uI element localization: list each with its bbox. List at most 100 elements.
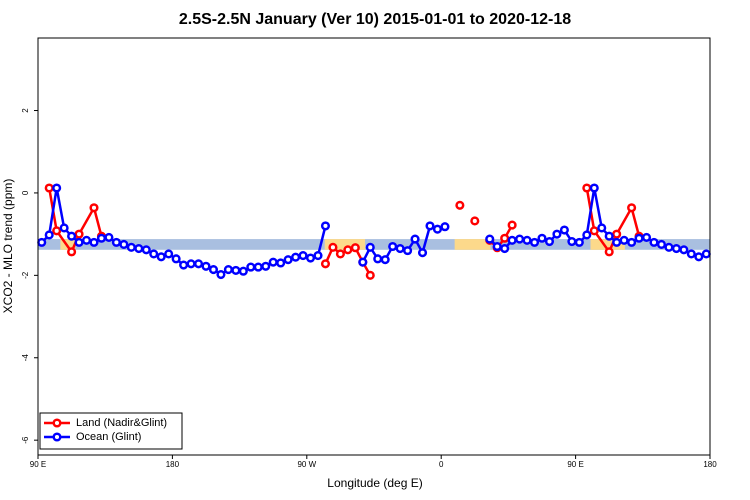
data-point — [507, 220, 517, 230]
data-point — [313, 251, 323, 261]
data-point — [380, 255, 390, 265]
data-point — [492, 241, 502, 252]
data-point — [529, 237, 540, 247]
y-axis-label: XCO2 - MLO trend (ppm) — [1, 179, 15, 314]
data-point — [589, 226, 599, 236]
band-highlight — [324, 239, 366, 250]
data-point — [179, 260, 189, 270]
data-point — [664, 242, 674, 252]
data-point — [395, 244, 405, 254]
data-point — [544, 237, 555, 247]
band-highlight — [60, 239, 76, 250]
data-point — [522, 235, 532, 245]
legend-marker — [52, 432, 62, 442]
data-point — [164, 249, 174, 259]
data-point — [67, 231, 77, 241]
x-tick-label: 90 E — [567, 460, 583, 469]
data-point — [186, 259, 196, 269]
data-point — [223, 265, 233, 275]
data-point — [231, 265, 241, 275]
data-point — [373, 254, 383, 264]
x-tick-label: 0 — [439, 460, 444, 469]
data-point — [261, 261, 271, 271]
data-point — [283, 255, 293, 265]
data-point — [656, 239, 667, 249]
data-point — [67, 247, 77, 257]
data-point — [679, 245, 689, 255]
data-point — [686, 249, 696, 259]
legend-label: Ocean (Glint) — [76, 431, 141, 443]
data-point — [126, 242, 136, 252]
data-point — [201, 261, 211, 271]
data-point — [59, 223, 69, 233]
data-point — [96, 233, 107, 243]
data-point — [627, 237, 637, 247]
data-point — [208, 265, 219, 275]
data-point — [500, 244, 510, 254]
data-point — [597, 223, 607, 233]
band-highlight — [454, 239, 491, 250]
data-point — [432, 224, 443, 234]
data-point — [485, 234, 495, 244]
data-point — [81, 235, 92, 245]
data-point — [238, 266, 248, 276]
data-point — [291, 252, 301, 262]
data-point — [537, 233, 547, 243]
data-point — [440, 222, 450, 232]
data-point — [335, 249, 345, 259]
data-point — [89, 203, 99, 213]
data-point — [44, 183, 54, 193]
chart-title: 2.5S-2.5N January (Ver 10) 2015-01-01 to… — [179, 11, 571, 28]
data-point — [612, 237, 622, 247]
data-point — [701, 249, 711, 259]
data-point — [574, 237, 584, 247]
data-point — [410, 234, 420, 244]
data-point — [246, 262, 256, 272]
plot-frame — [37, 37, 711, 456]
data-point — [589, 183, 599, 193]
data-point — [276, 258, 286, 268]
data-point — [253, 262, 263, 272]
y-tick-label: -2 — [21, 271, 30, 279]
data-point — [582, 230, 592, 240]
x-tick-label: 180 — [703, 460, 717, 469]
data-point — [320, 259, 331, 269]
data-point — [89, 237, 99, 247]
data-point — [37, 237, 47, 247]
data-point — [634, 233, 644, 243]
data-point — [111, 237, 121, 247]
data-point — [470, 216, 480, 226]
data-point — [44, 230, 54, 240]
data-point — [52, 183, 62, 193]
data-point — [604, 247, 614, 257]
x-tick-label: 180 — [166, 460, 180, 469]
y-tick-label: -6 — [21, 436, 30, 444]
y-tick-label: 2 — [21, 108, 30, 113]
data-point — [567, 237, 577, 247]
data-point — [365, 270, 375, 280]
data-point — [515, 234, 525, 244]
data-point — [559, 225, 569, 235]
data-point — [171, 254, 181, 264]
legend-marker — [52, 418, 62, 428]
y-tick-label: -4 — [21, 354, 30, 362]
x-axis-label: Longitude (deg E) — [327, 476, 422, 490]
data-point — [216, 269, 226, 280]
data-point — [552, 229, 562, 239]
data-point — [350, 243, 360, 253]
data-point — [104, 232, 114, 242]
band-highlight — [590, 239, 625, 250]
legend-label: Land (Nadir&Glint) — [76, 417, 167, 429]
x-tick-label: 90 E — [30, 460, 46, 469]
data-point — [141, 245, 151, 255]
data-point — [500, 233, 510, 243]
data-point — [612, 229, 622, 239]
data-point — [156, 252, 166, 262]
data-point — [507, 235, 517, 245]
reference-band — [38, 239, 710, 250]
legend-box — [39, 412, 183, 450]
data-point — [328, 242, 338, 252]
data-point — [627, 203, 637, 213]
data-point — [74, 237, 84, 247]
